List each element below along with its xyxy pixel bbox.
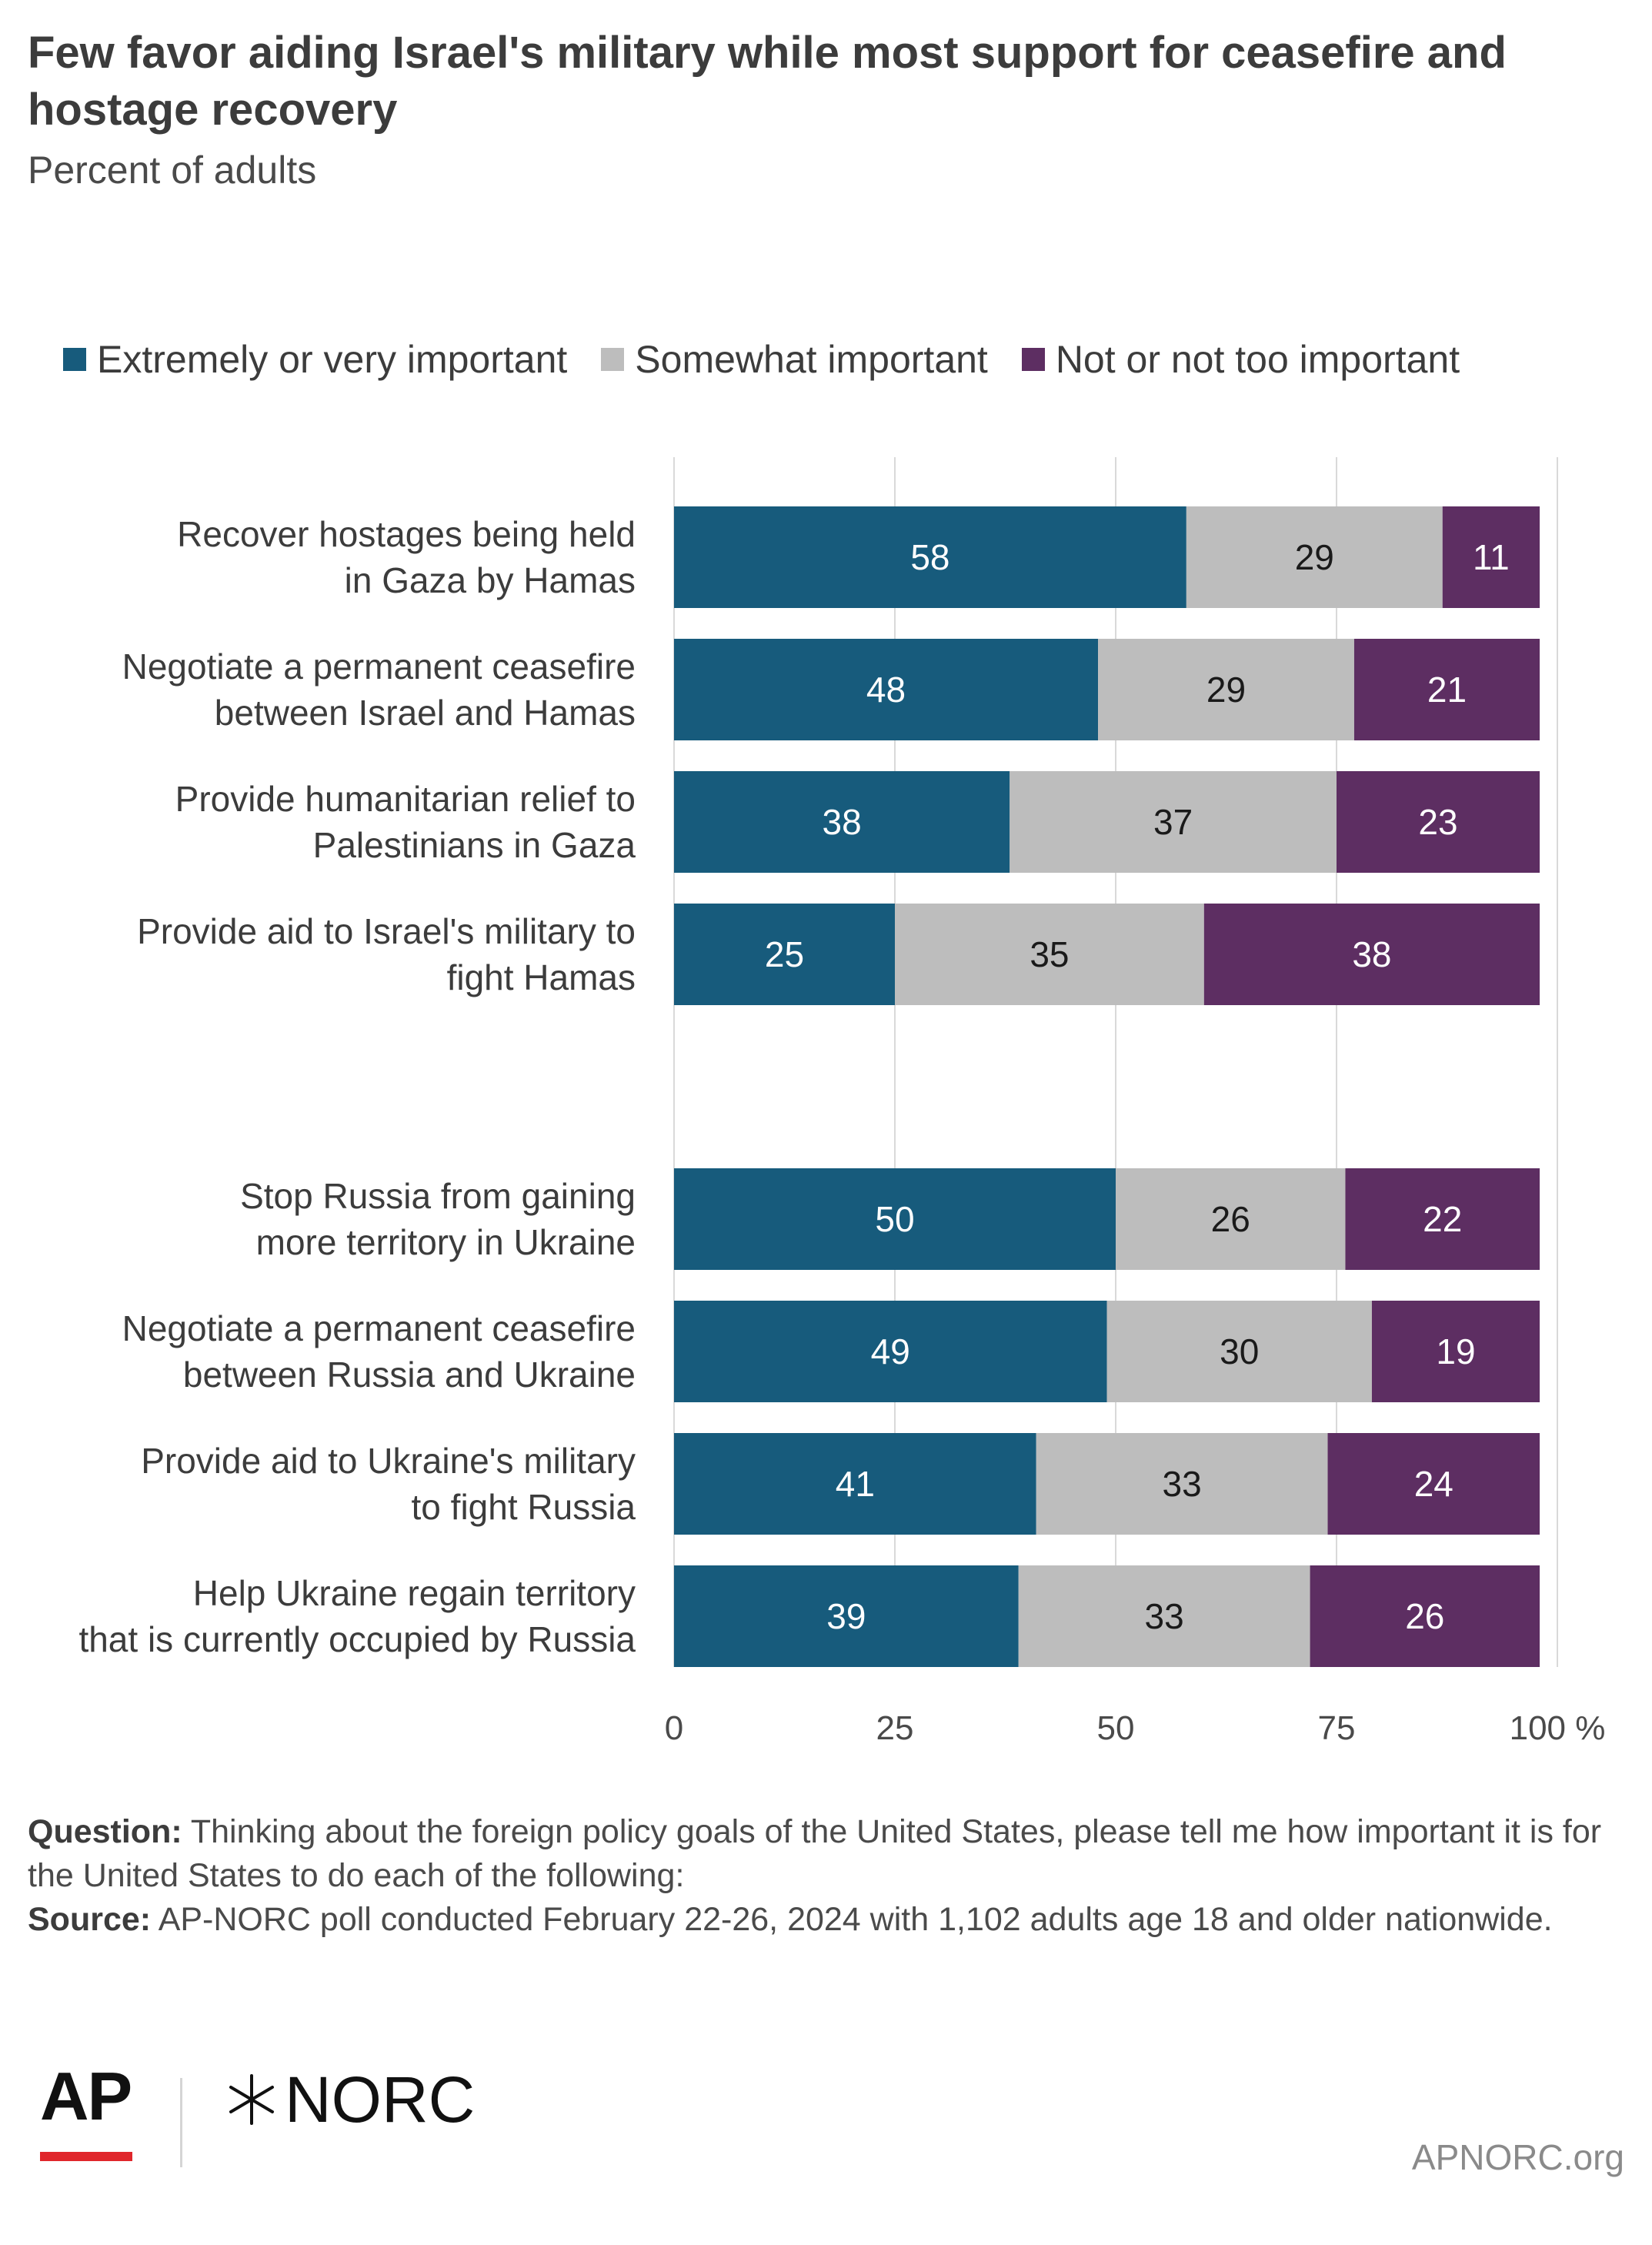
category-label: Negotiate a permanent ceasefire — [122, 646, 636, 687]
bar-value-label: 49 — [871, 1331, 910, 1371]
bar-value-label: 30 — [1220, 1331, 1259, 1371]
bar-segment — [1010, 771, 1337, 873]
bar-value-label: 48 — [866, 670, 906, 710]
legend-label-somewhat-important: Somewhat important — [635, 338, 988, 381]
bar-segment — [895, 904, 1204, 1005]
bar-segment — [1106, 1301, 1372, 1402]
norc-star-icon — [229, 2074, 274, 2125]
source-text: AP-NORC poll conducted February 22-26, 2… — [158, 1901, 1553, 1938]
legend-swatch-not-important — [1021, 348, 1045, 371]
bar-value-label: 24 — [1414, 1464, 1453, 1504]
category-label: Provide humanitarian relief to — [175, 779, 636, 819]
legend-item-very-important: Extremely or very important — [63, 337, 567, 382]
bar-value-label: 29 — [1295, 537, 1334, 577]
category-label: between Russia and Ukraine — [183, 1355, 636, 1395]
bar-segment — [1371, 1301, 1540, 1402]
x-tick-label: 50 — [1097, 1709, 1135, 1747]
bar-segment — [1203, 904, 1540, 1005]
bar-value-label: 38 — [1352, 934, 1391, 974]
bar-segment — [674, 1565, 1019, 1667]
bar-value-label: 37 — [1153, 802, 1193, 842]
bar-segment — [1337, 771, 1540, 873]
category-label: Provide aid to Israel's military to — [137, 911, 636, 951]
legend-label-not-important: Not or not too important — [1055, 338, 1460, 381]
legend-swatch-very-important — [63, 348, 86, 371]
chart-footer: Question: Thinking about the foreign pol… — [28, 1810, 1613, 1942]
chart-subtitle: Percent of adults — [28, 149, 317, 192]
legend-swatch-somewhat-important — [601, 348, 625, 371]
source-label: Source: — [28, 1901, 152, 1938]
category-label: to fight Russia — [412, 1487, 636, 1527]
ap-logo-underline — [40, 2152, 132, 2161]
bar-value-label: 25 — [765, 934, 804, 974]
bar-segment — [1345, 1168, 1540, 1270]
bar-segment — [1353, 639, 1540, 740]
category-label: Help Ukraine regain territory — [193, 1573, 636, 1613]
norc-logo: NORC — [223, 2067, 475, 2132]
bar-segment — [674, 904, 895, 1005]
source-note: Source: AP-NORC poll conducted February … — [28, 1898, 1613, 1942]
bar-value-label: 58 — [910, 537, 949, 577]
stacked-bar-chart: 0 25 50 75 100 % 58 29 11 Recover hostages being… — [78, 457, 1606, 1747]
question-text: Thinking about the foreign policy goals … — [28, 1813, 1602, 1894]
site-url: APNORC.org — [1411, 2137, 1624, 2177]
bar-value-label: 23 — [1418, 802, 1457, 842]
bar-value-label: 26 — [1211, 1199, 1250, 1239]
category-label: Stop Russia from gaining — [240, 1176, 636, 1216]
bar-value-label: 50 — [875, 1199, 914, 1239]
bar-value-label: 41 — [836, 1464, 875, 1504]
bar-segment — [1018, 1565, 1310, 1667]
bar-segment — [1186, 506, 1443, 608]
bar-segment — [674, 771, 1010, 873]
category-label: Palestinians in Gaza — [313, 825, 636, 865]
x-tick-label: 25 — [876, 1709, 914, 1747]
question-note: Question: Thinking about the foreign pol… — [28, 1810, 1613, 1898]
bar-value-label: 26 — [1405, 1596, 1444, 1636]
bar-value-label: 22 — [1423, 1199, 1462, 1239]
legend: Extremely or very important Somewhat imp… — [63, 332, 1493, 386]
bar-value-label: 39 — [826, 1596, 866, 1636]
bar-segment — [674, 639, 1099, 740]
legend-item-not-important: Not or not too important — [1021, 337, 1460, 382]
norc-logo-text: NORC — [285, 2063, 476, 2136]
bar-segment — [1327, 1433, 1540, 1535]
bar-segment — [1098, 639, 1354, 740]
legend-label-very-important: Extremely or very important — [97, 338, 568, 381]
bar-segment — [1036, 1433, 1328, 1535]
category-label: fight Hamas — [447, 957, 636, 997]
category-label: more territory in Ukraine — [256, 1222, 636, 1262]
question-label: Question: — [28, 1813, 182, 1850]
bar-segment — [674, 1168, 1116, 1270]
category-label: between Israel and Hamas — [215, 693, 636, 733]
bar-segment — [1442, 506, 1540, 608]
x-tick-label: 100 % — [1510, 1709, 1606, 1747]
category-label: Negotiate a permanent ceasefire — [122, 1308, 636, 1348]
legend-item-somewhat-important: Somewhat important — [601, 337, 988, 382]
logo-divider — [180, 2078, 182, 2167]
bar-value-label: 38 — [823, 802, 862, 842]
ap-logo: AP — [40, 2058, 132, 2134]
bar-segment — [674, 506, 1186, 608]
category-label: Provide aid to Ukraine's military — [141, 1441, 636, 1481]
bar-segment — [1116, 1168, 1346, 1270]
category-label: that is currently occupied by Russia — [78, 1619, 636, 1659]
bar-value-label: 19 — [1436, 1331, 1475, 1371]
x-tick-label: 75 — [1318, 1709, 1356, 1747]
bar-value-label: 33 — [1145, 1596, 1184, 1636]
category-label: in Gaza by Hamas — [345, 560, 636, 600]
bar-value-label: 11 — [1473, 537, 1510, 577]
x-tick-label: 0 — [665, 1709, 683, 1747]
bar-value-label: 21 — [1427, 670, 1467, 710]
bar-value-label: 35 — [1030, 934, 1069, 974]
chart-title: Few favor aiding Israel's military while… — [28, 28, 1507, 135]
bar-segment — [1310, 1565, 1540, 1667]
bar-segment — [674, 1433, 1036, 1535]
bar-segment — [674, 1301, 1107, 1402]
bar-value-label: 29 — [1206, 670, 1246, 710]
category-label: Recover hostages being held — [177, 514, 636, 554]
bar-value-label: 33 — [1163, 1464, 1202, 1504]
